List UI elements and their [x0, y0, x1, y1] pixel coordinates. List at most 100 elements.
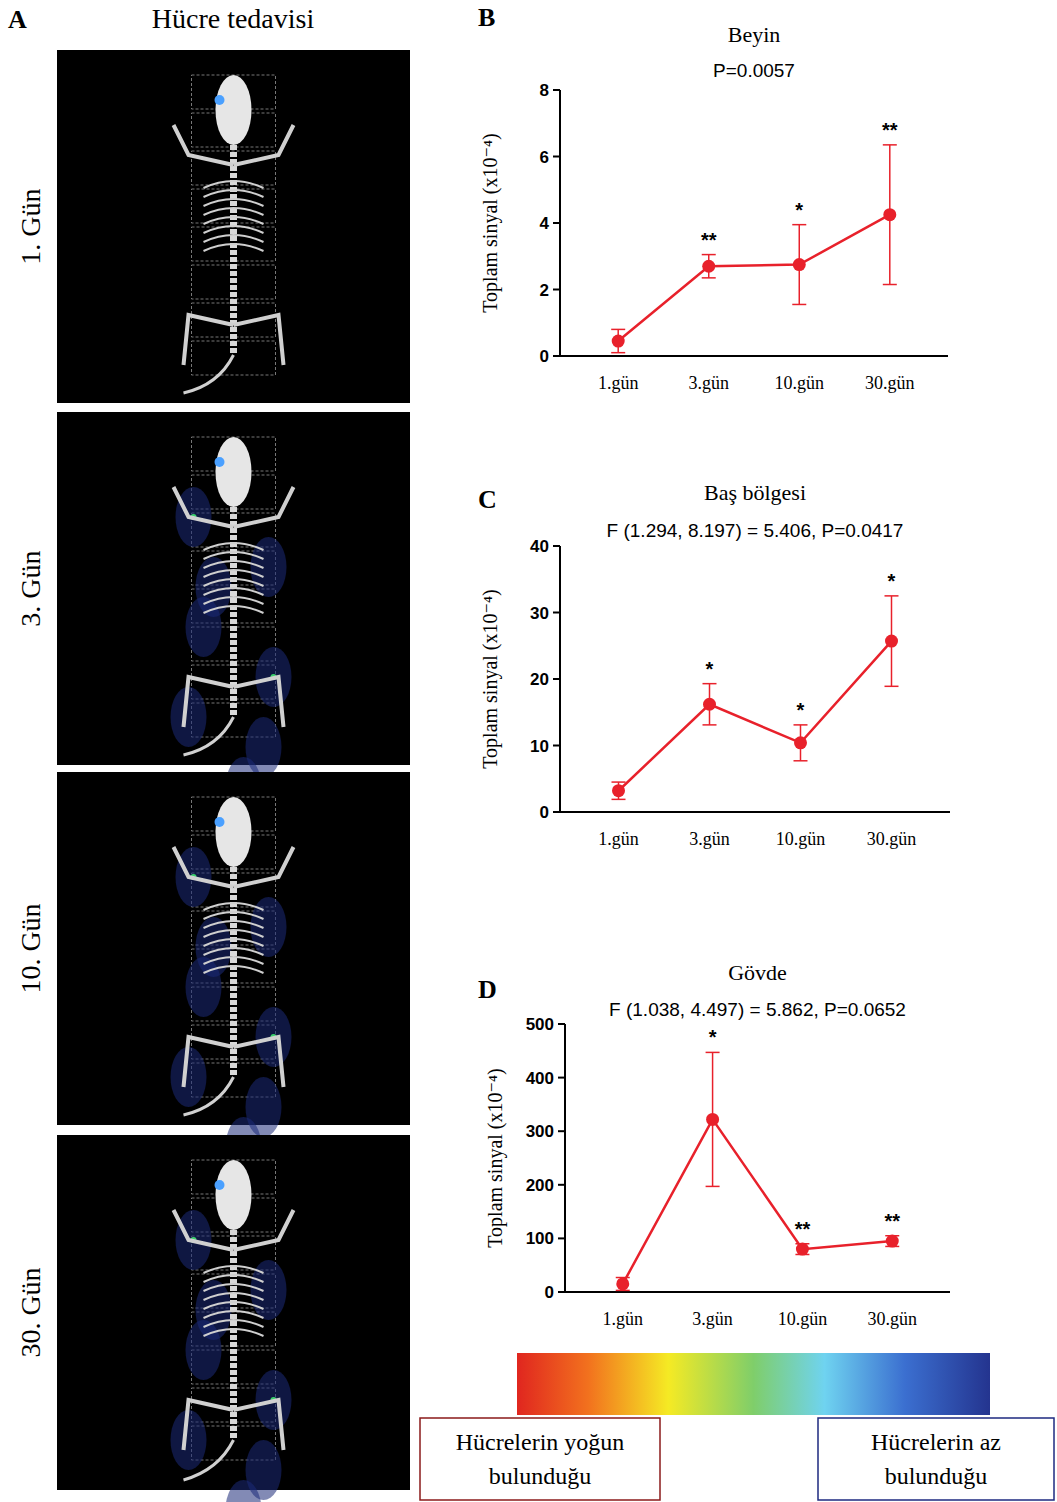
- tail: [184, 717, 234, 755]
- y-tick: [553, 89, 560, 91]
- limb: [184, 1400, 234, 1450]
- rib: [204, 597, 264, 604]
- error-cap: [792, 304, 806, 306]
- x-tick-label: 30.gün: [865, 373, 915, 393]
- signal-glow: [196, 917, 232, 977]
- x-axis: [565, 1291, 950, 1293]
- tail: [184, 1440, 234, 1480]
- x-axis: [560, 811, 950, 813]
- data-point: [612, 784, 625, 797]
- skull: [216, 437, 252, 507]
- error-cap: [703, 724, 717, 726]
- x-axis: [560, 355, 948, 357]
- x-tick-label: 3.gün: [692, 1309, 733, 1329]
- rib: [204, 1311, 264, 1318]
- error-cap: [794, 724, 808, 726]
- significance: **: [882, 119, 898, 141]
- signal-glow: [196, 1280, 232, 1340]
- limb: [184, 1037, 234, 1087]
- color-bar-label-box: [818, 1418, 1054, 1500]
- error-cap: [612, 781, 626, 783]
- panel-letter: B: [478, 3, 495, 32]
- data-point: [885, 635, 898, 648]
- x-tick-label: 1.gün: [598, 829, 639, 849]
- error-bar: [792, 225, 806, 305]
- line: bulunduğu: [489, 1463, 592, 1489]
- rib: [204, 570, 264, 577]
- rib: [204, 957, 264, 964]
- significance: **: [701, 229, 717, 251]
- rib: [204, 217, 264, 224]
- color-bar-label-box: [420, 1418, 660, 1500]
- limb: [174, 847, 234, 887]
- figure: AHücre tedavisi1. Gün3. Gün10. Gün30. Gü…: [0, 0, 1057, 1502]
- y-tick-label: 4: [540, 214, 550, 233]
- error-cap: [883, 144, 897, 146]
- error-bar: [616, 1278, 630, 1291]
- rib: [204, 1266, 264, 1273]
- limb: [234, 1037, 284, 1087]
- y-tick: [553, 612, 560, 614]
- eye-signal: [215, 1180, 225, 1190]
- rib: [204, 903, 264, 910]
- x-tick-label: 3.gün: [688, 373, 729, 393]
- scan-background: [57, 1135, 410, 1490]
- data-point: [703, 698, 716, 711]
- y-axis-title: Toplam sinyal (x10⁻⁴): [479, 589, 502, 768]
- rib: [204, 208, 264, 215]
- data-point: [612, 335, 625, 348]
- data-point: [794, 736, 807, 749]
- scan-background: [57, 772, 410, 1125]
- plot-area: [612, 596, 899, 799]
- chart-subtitle: F (1.038, 4.497) = 5.862, P=0.0652: [609, 999, 906, 1020]
- day-label: 10. Gün: [15, 903, 46, 993]
- rib: [204, 199, 264, 206]
- color-bar: [517, 1353, 990, 1415]
- y-tick: [553, 678, 560, 680]
- panel-letter: D: [478, 975, 497, 1004]
- y-tick-label: 500: [526, 1015, 554, 1034]
- rib: [204, 579, 264, 586]
- error-cap: [702, 254, 716, 256]
- data-point: [616, 1277, 629, 1290]
- rib: [204, 930, 264, 937]
- significance: *: [795, 199, 803, 221]
- signal-glow: [196, 557, 232, 617]
- rib: [204, 235, 264, 242]
- error-cap: [611, 352, 625, 354]
- data-point: [796, 1243, 809, 1256]
- data-point: [706, 1113, 719, 1126]
- y-tick-label: 2: [540, 281, 549, 300]
- chart: BBeyinP=0.0057Toplam sinyal (x10⁻⁴)02468…: [478, 3, 948, 393]
- limb: [234, 487, 294, 527]
- rib: [204, 1329, 264, 1336]
- tail: [184, 355, 234, 393]
- error-bar: [885, 596, 899, 686]
- series-line: [618, 215, 890, 341]
- color-bar-label: Hücrelerin azbulunduğu: [871, 1429, 1001, 1489]
- y-tick-label: 8: [540, 81, 549, 100]
- rib: [204, 181, 264, 188]
- chart-title: Baş bölgesi: [704, 480, 806, 505]
- y-tick: [553, 222, 560, 224]
- x-tick-label: 30.gün: [868, 1309, 918, 1329]
- series-line: [619, 641, 892, 791]
- day-label: 1. Gün: [15, 188, 46, 264]
- y-tick-label: 40: [530, 537, 549, 556]
- rib: [204, 190, 264, 197]
- chart-subtitle: F (1.294, 8.197) = 5.406, P=0.0417: [607, 520, 904, 541]
- y-tick: [553, 289, 560, 291]
- limb: [234, 677, 284, 727]
- rib: [204, 588, 264, 595]
- chart-title: Beyin: [728, 22, 781, 47]
- x-tick-label: 1.gün: [598, 373, 639, 393]
- y-tick: [558, 1184, 565, 1186]
- y-tick: [553, 745, 560, 747]
- y-tick-label: 10: [530, 737, 549, 756]
- scan-image: [57, 50, 410, 403]
- scan-image: [57, 772, 410, 1177]
- rib: [204, 939, 264, 946]
- data-point: [702, 260, 715, 273]
- eye-signal: [215, 457, 225, 467]
- y-tick-label: 6: [540, 148, 549, 167]
